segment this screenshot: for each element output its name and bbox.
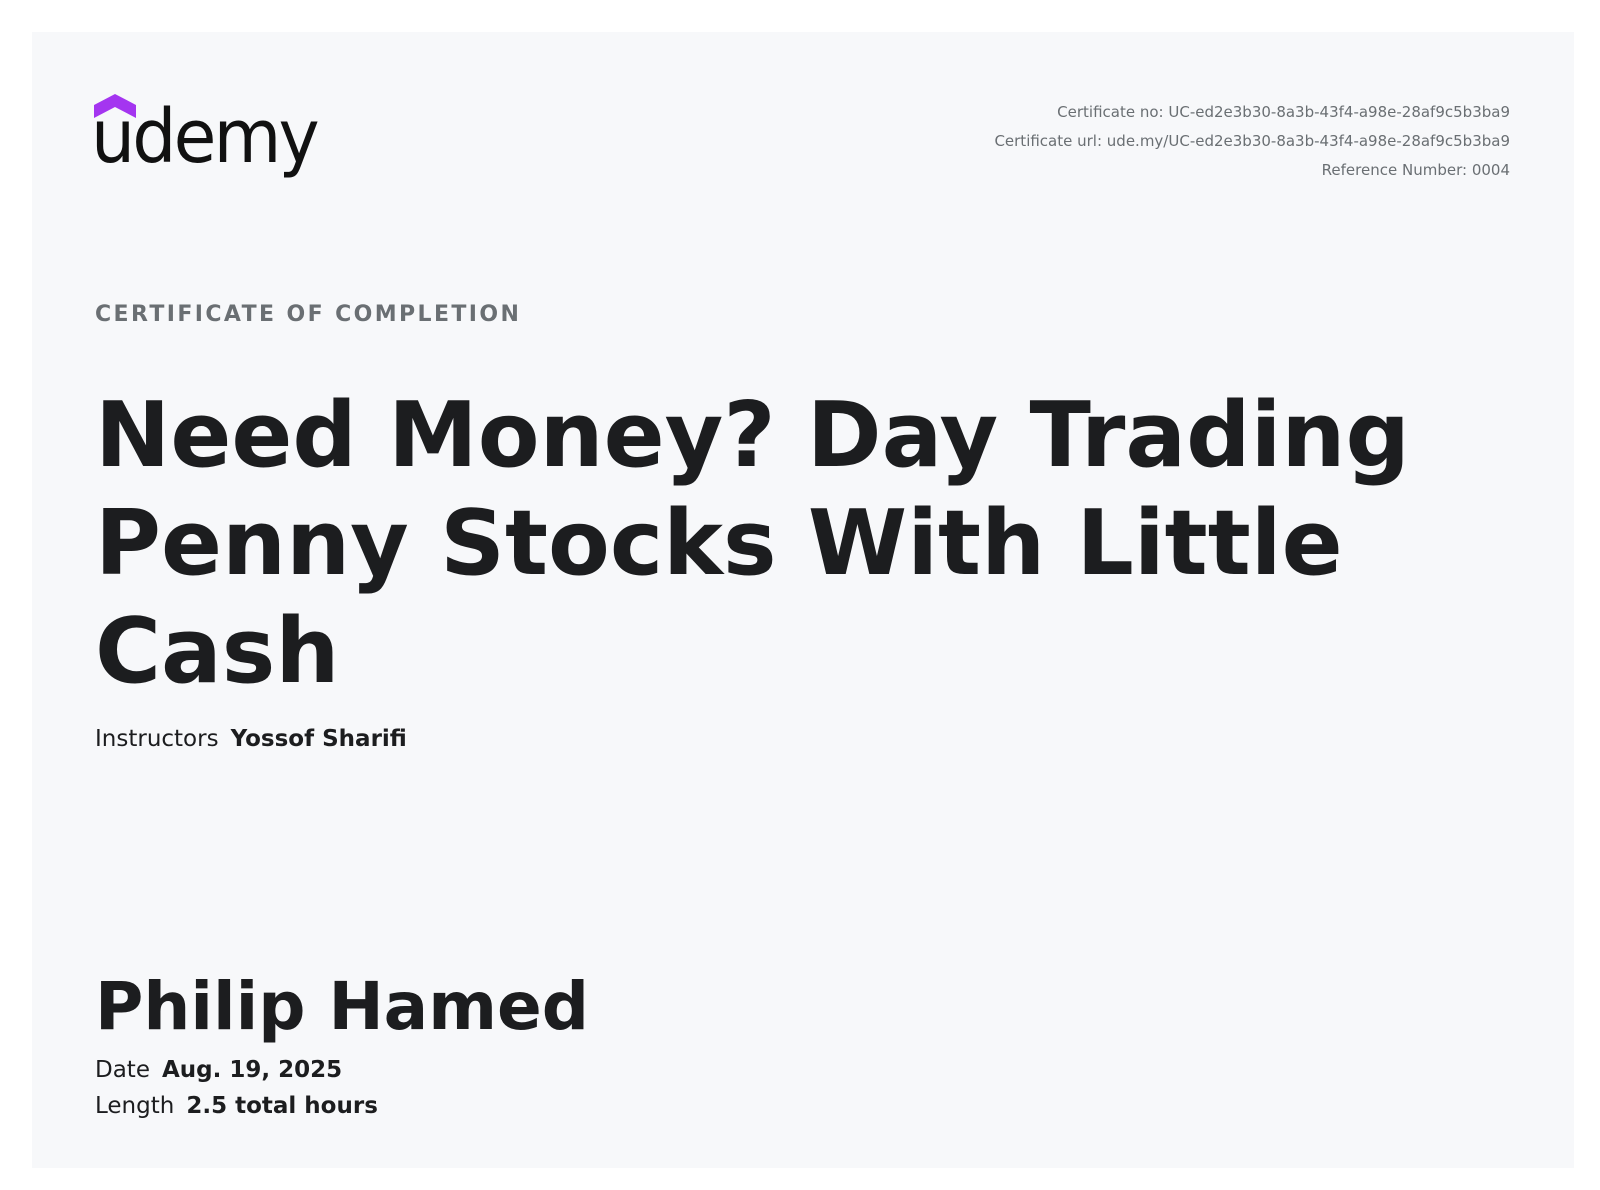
udemy-chevron-icon [94, 94, 136, 118]
udemy-logo: udemy [91, 94, 364, 196]
student-name: Philip Hamed [95, 968, 590, 1045]
course-length: 2.5 total hours [186, 1093, 378, 1119]
certificate-url: Certificate url: ude.my/UC-ed2e3b30-8a3b… [994, 127, 1510, 156]
date-row: Date Aug. 19, 2025 [95, 1059, 342, 1082]
length-label: Length [95, 1093, 175, 1119]
reference-number-value: 0004 [1471, 161, 1510, 179]
instructors-label: Instructors [95, 726, 219, 752]
completion-date: Aug. 19, 2025 [161, 1057, 343, 1083]
instructors-row: Instructors Yossof Sharifi [95, 728, 407, 751]
reference-number: Reference Number: 0004 [994, 156, 1510, 185]
certificate-number: Certificate no: UC-ed2e3b30-8a3b-43f4-a9… [994, 98, 1510, 127]
certificate-number-label: Certificate no: [1057, 103, 1164, 121]
course-title: Need Money? Day Trading Penny Stocks Wit… [95, 383, 1410, 704]
certificate-card: udemy Certificate no: UC-ed2e3b30-8a3b-4… [32, 32, 1574, 1168]
length-row: Length 2.5 total hours [95, 1095, 378, 1118]
certificate-url-label: Certificate url: [994, 132, 1103, 150]
instructor-name: Yossof Sharifi [230, 726, 407, 752]
udemy-wordmark: udemy [91, 94, 320, 180]
certificate-meta: Certificate no: UC-ed2e3b30-8a3b-43f4-a9… [994, 98, 1510, 185]
date-label: Date [95, 1057, 150, 1083]
certificate-number-value: UC-ed2e3b30-8a3b-43f4-a98e-28af9c5b3ba9 [1168, 103, 1510, 121]
reference-number-label: Reference Number: [1321, 161, 1468, 179]
certificate-url-value: ude.my/UC-ed2e3b30-8a3b-43f4-a98e-28af9c… [1106, 132, 1510, 150]
certificate-heading: CERTIFICATE OF COMPLETION [95, 302, 522, 327]
